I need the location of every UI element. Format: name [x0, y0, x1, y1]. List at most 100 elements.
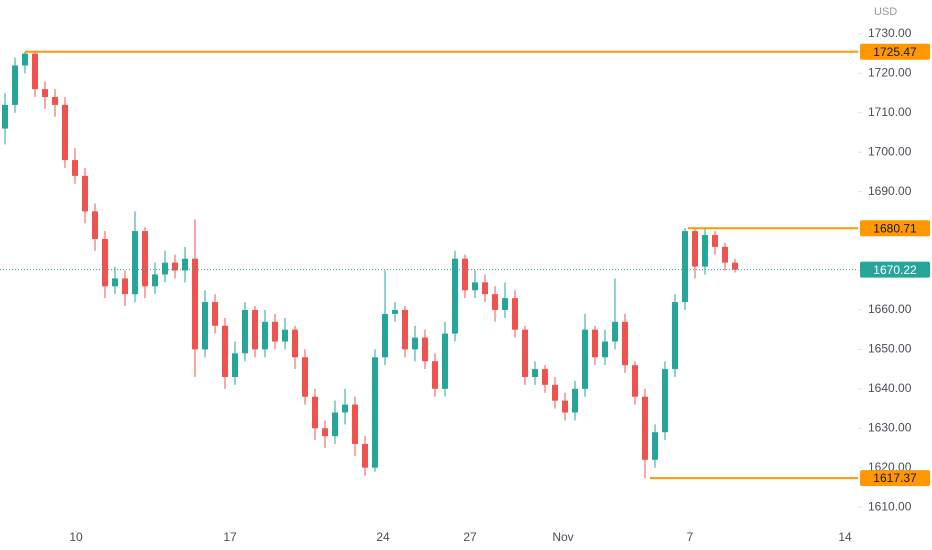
candle-body [572, 388, 578, 413]
level-tag [860, 220, 930, 237]
y-tick-label: 1730.00 [868, 26, 912, 40]
candle-body [482, 282, 488, 295]
candle-body [372, 357, 378, 468]
candle-body [442, 333, 448, 389]
candle-body [352, 404, 358, 445]
candle-body [252, 309, 258, 350]
candle-body [702, 235, 708, 267]
candle-body [362, 444, 368, 468]
candle-body [12, 65, 18, 105]
candle-body [152, 274, 158, 287]
candle-body [622, 321, 628, 366]
candle-body [632, 365, 638, 397]
candle-body [112, 278, 118, 287]
candle-body [232, 353, 238, 377]
x-tick-label: 27 [463, 530, 477, 544]
candle-body [42, 89, 48, 98]
y-tick-label: 1700.00 [868, 144, 912, 158]
y-tick-label: 1660.00 [868, 302, 912, 316]
y-tick-label: 1650.00 [868, 342, 912, 356]
level-label: 1725.47 [873, 45, 917, 59]
candle-body [522, 329, 528, 377]
candle-body [132, 231, 138, 295]
candle-body [732, 262, 738, 270]
y-tick-label: 1690.00 [868, 184, 912, 198]
candle-body [192, 258, 198, 350]
y-tick-label: 1630.00 [868, 420, 912, 434]
y-tick-label: 1640.00 [868, 381, 912, 395]
last-price-label: 1670.22 [873, 263, 917, 277]
candle-body [682, 231, 688, 303]
last-price-tag [860, 261, 930, 278]
candle-body [282, 329, 288, 342]
candle-body [22, 53, 28, 66]
candle-body [612, 321, 618, 342]
level-tag [860, 43, 930, 60]
candle-body [72, 160, 78, 176]
candle-body [212, 302, 218, 326]
candle-body [692, 231, 698, 267]
y-tick-label: 1610.00 [868, 499, 912, 513]
candle-body [402, 309, 408, 350]
candle-body [582, 329, 588, 389]
x-tick-label: 14 [838, 530, 852, 544]
candle-body [502, 298, 508, 310]
candle-body [652, 432, 658, 460]
candle-body [142, 231, 148, 287]
candle-body [122, 278, 128, 295]
x-tick-label: Nov [552, 530, 573, 544]
candle-body [332, 412, 338, 437]
candle-body [202, 302, 208, 350]
candle-body [532, 369, 538, 377]
y-tick-label: 1710.00 [868, 105, 912, 119]
candle-body [392, 309, 398, 314]
candle-body [552, 384, 558, 401]
candle-body [642, 396, 648, 460]
candle-body [662, 369, 668, 433]
candle-body [82, 175, 88, 212]
candle-body [342, 404, 348, 413]
x-tick-label: 17 [223, 530, 237, 544]
candle-body [102, 238, 108, 287]
candle-body [722, 246, 728, 263]
candle-body [562, 400, 568, 413]
candle-body [172, 262, 178, 271]
candle-body [292, 329, 298, 358]
candle-body [512, 298, 518, 330]
candle-body [712, 235, 718, 247]
candle-body [302, 357, 308, 397]
candle-body [2, 104, 8, 129]
candle-body [382, 313, 388, 358]
candle-body [412, 337, 418, 350]
x-tick-label: 7 [687, 530, 694, 544]
candle-body [32, 53, 38, 90]
level-tag [860, 470, 930, 487]
candle-body [492, 294, 498, 310]
candle-body [312, 396, 318, 429]
candle-body [672, 302, 678, 370]
candle-body [592, 329, 598, 358]
x-tick-label: 24 [376, 530, 390, 544]
candle-body [452, 258, 458, 334]
currency-label: USD [874, 6, 897, 18]
candle-body [602, 341, 608, 358]
y-tick-label: 1720.00 [868, 66, 912, 80]
candle-body [52, 97, 58, 105]
candle-body [462, 258, 468, 291]
candle-body [472, 282, 478, 291]
candle-body [182, 258, 188, 271]
candle-body [432, 361, 438, 389]
candle-body [242, 309, 248, 354]
level-label: 1680.71 [873, 221, 917, 235]
x-tick-label: 10 [69, 530, 83, 544]
candle-body [322, 428, 328, 437]
candle-body [92, 211, 98, 239]
candle-body [262, 321, 268, 350]
candle-body [542, 369, 548, 385]
candle-body [422, 337, 428, 362]
candle-body [272, 321, 278, 342]
candle-body [162, 262, 168, 275]
candle-body [62, 104, 68, 161]
